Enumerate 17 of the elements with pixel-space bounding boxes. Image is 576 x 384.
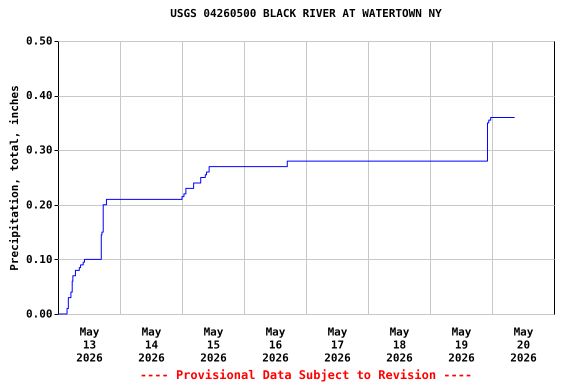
x-tick-label: May 15 2026 <box>200 326 228 364</box>
x-tick-label: May 14 2026 <box>138 326 166 364</box>
y-tick-label: 0.40 <box>26 89 52 102</box>
text: ---- Provisional Data Subject to Revision ---- <box>140 368 472 382</box>
y-tick-label: 0.10 <box>26 252 52 266</box>
y-tick-label: 0.20 <box>26 198 52 212</box>
y-tick-label: 0.50 <box>26 34 52 48</box>
x-tick-label: May 17 2026 <box>324 326 352 364</box>
x-tick-label: May 18 2026 <box>386 326 414 364</box>
chart-title: USGS 04260500 BLACK RIVER AT WATERTOWN NY <box>170 7 442 20</box>
y-tick-label: 0.00 <box>26 308 52 320</box>
x-tick-label: May 19 2026 <box>448 326 476 364</box>
y-axis-title: Precipitation, total, inches <box>8 85 22 271</box>
x-tick-label: May 20 2026 <box>510 326 538 364</box>
y-tick-label: 0.30 <box>26 144 52 157</box>
x-tick-label: May 16 2026 <box>262 326 290 364</box>
x-tick-label: May 13 2026 <box>76 326 104 364</box>
